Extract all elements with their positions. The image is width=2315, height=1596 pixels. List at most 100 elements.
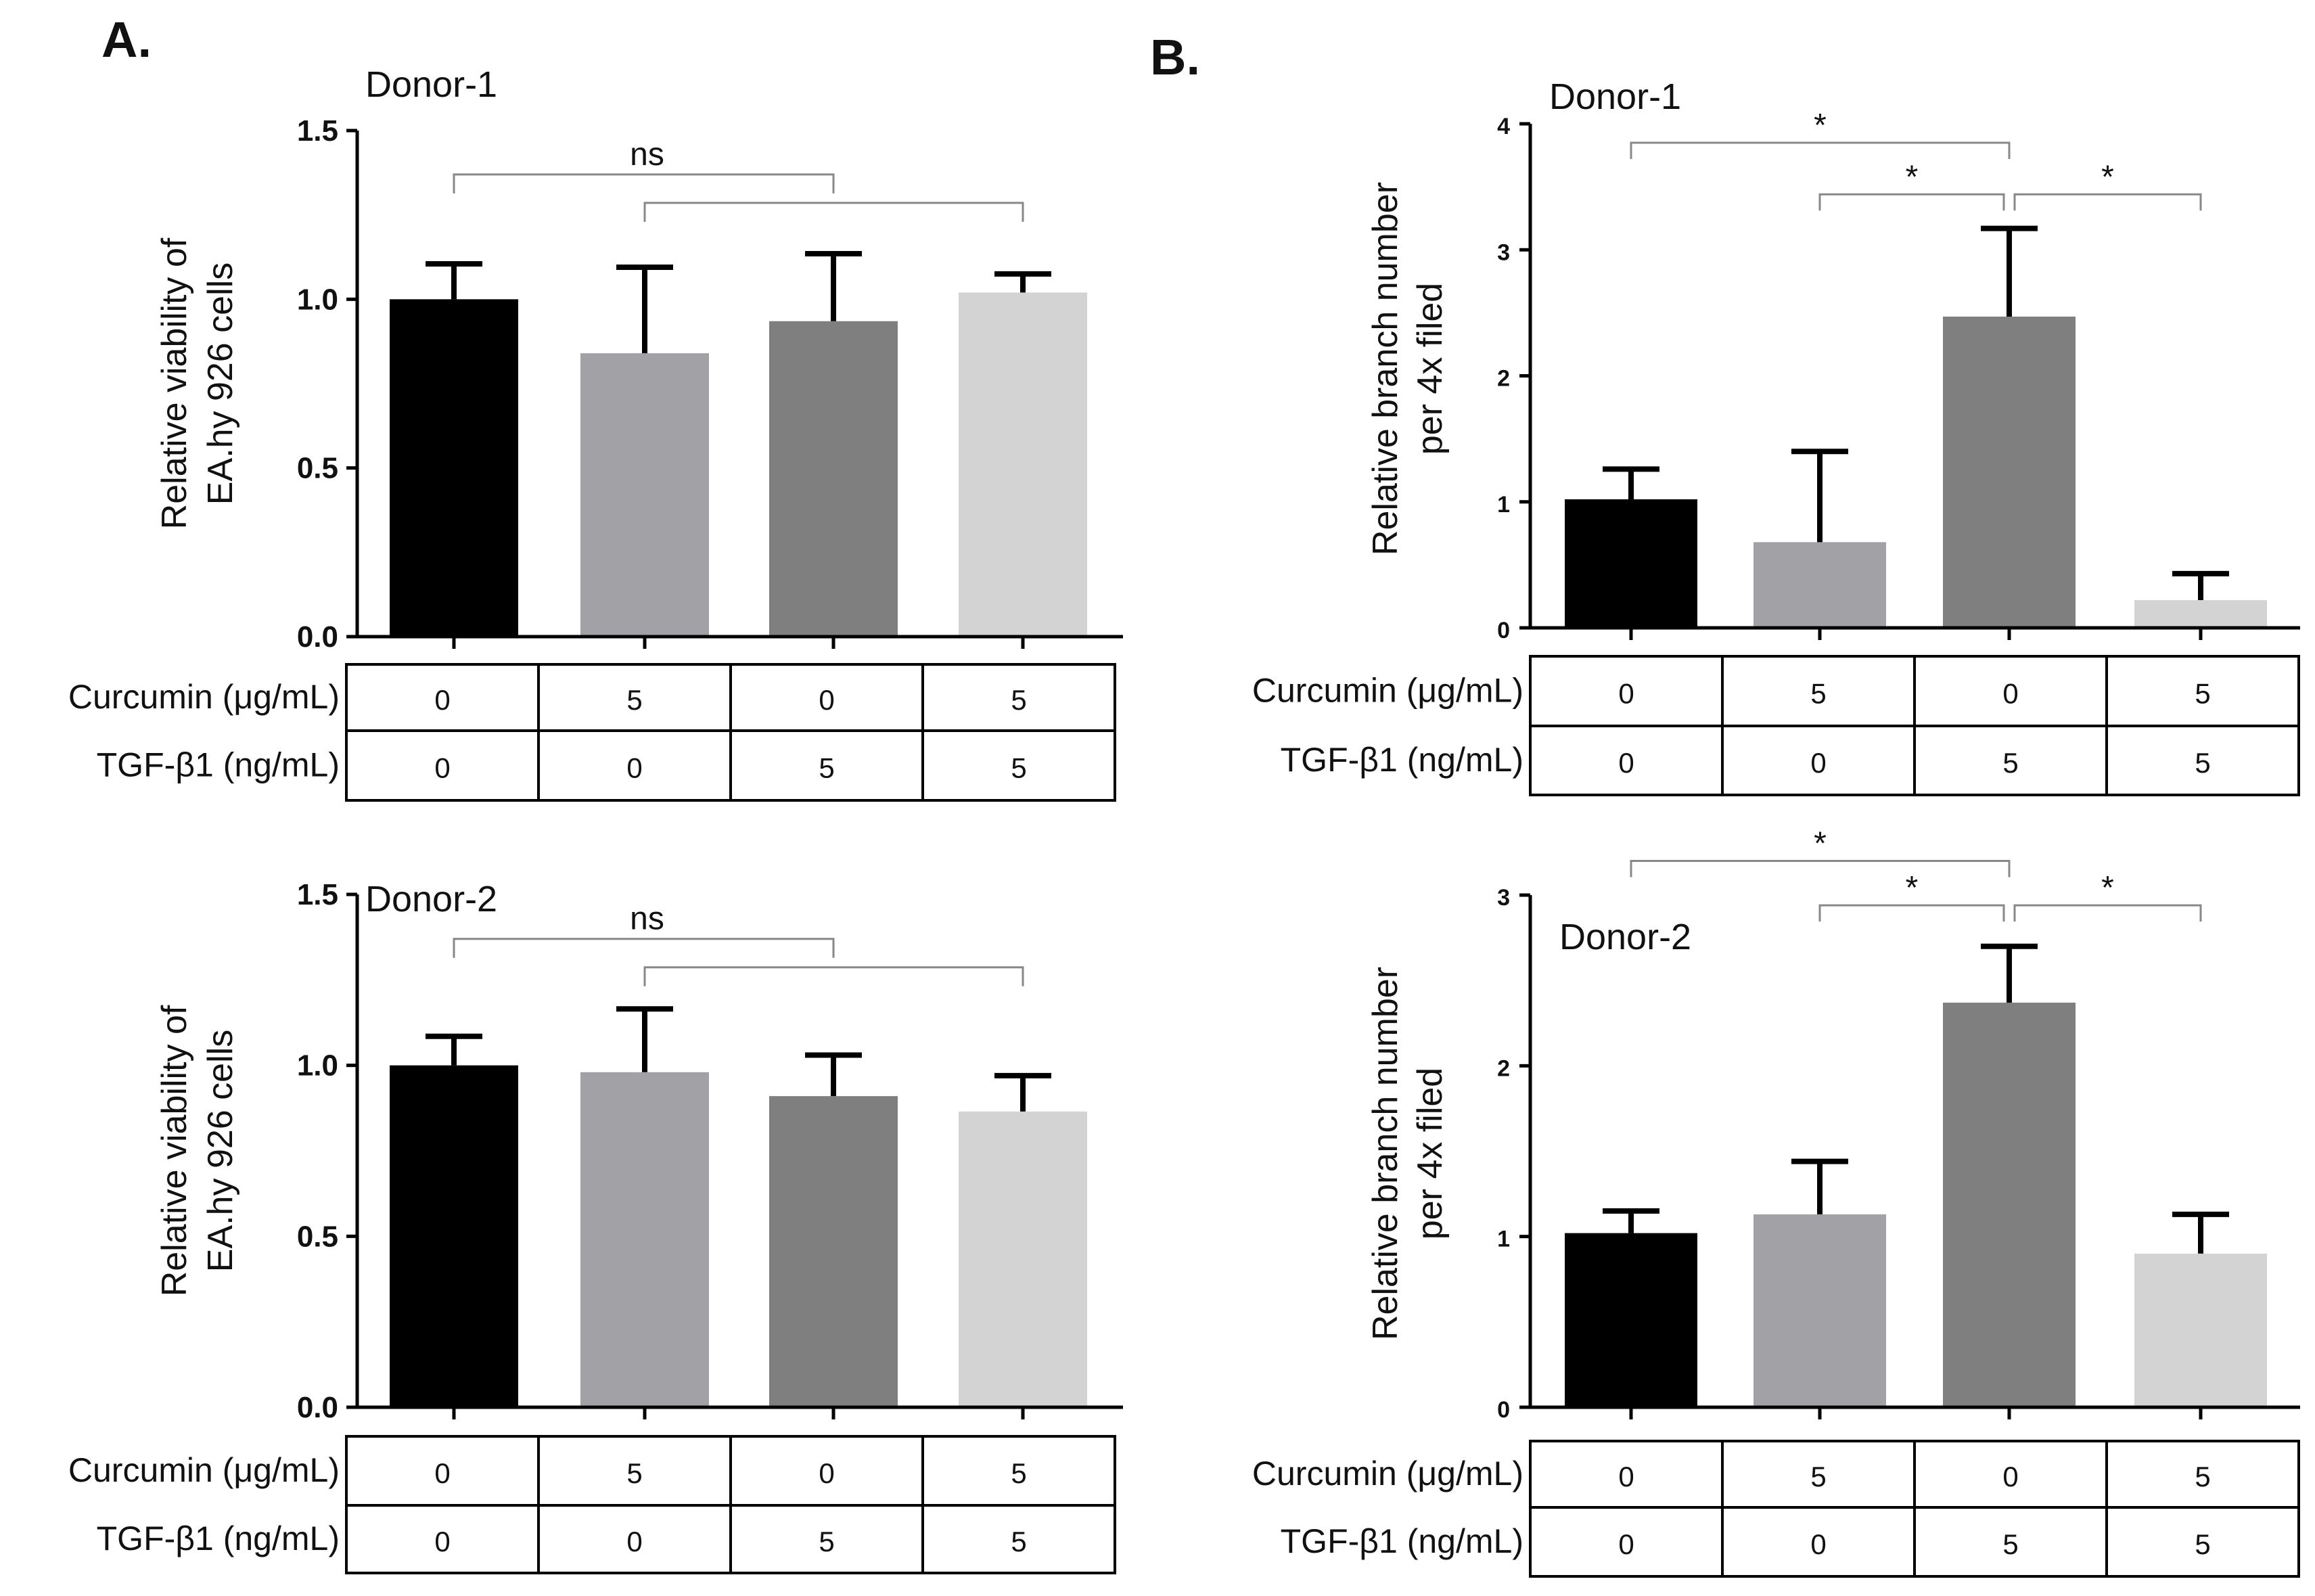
chart-title: Donor-1 bbox=[1549, 76, 1681, 117]
table-cell: 0 bbox=[1618, 1461, 1634, 1492]
table-cell: 0 bbox=[1618, 1528, 1634, 1560]
panel-a-label: A. bbox=[101, 12, 152, 68]
y-axis-label-line: per 4x filed bbox=[1411, 283, 1450, 455]
table-cell: 5 bbox=[2195, 747, 2210, 779]
table-cell: 5 bbox=[2195, 1528, 2210, 1560]
table-row-label: TGF-β1 (ng/mL) bbox=[97, 1520, 340, 1557]
significance-label: * bbox=[1814, 108, 1827, 143]
y-tick-label: 0.0 bbox=[297, 620, 338, 654]
bar bbox=[769, 1096, 898, 1407]
table-cell: 5 bbox=[819, 1526, 834, 1557]
chart-a1: Donor-1 Relative viability of EA.hy 926 ce… bbox=[68, 64, 1123, 802]
table-cell: 0 bbox=[626, 1526, 642, 1557]
bar bbox=[959, 292, 1087, 637]
table-cell: 0 bbox=[819, 684, 834, 716]
y-axis-label: Relative branch number per 4x filed bbox=[1366, 182, 1450, 555]
significance-label: ns bbox=[630, 137, 664, 173]
bar bbox=[1565, 1233, 1697, 1407]
y-tick-label: 3 bbox=[1497, 885, 1510, 911]
y-axis-label-line: per 4x filed bbox=[1411, 1068, 1450, 1239]
table-cell: 0 bbox=[1810, 747, 1826, 779]
significance-label: * bbox=[2101, 870, 2114, 906]
bar bbox=[1754, 542, 1886, 628]
table-row-label: Curcumin (μg/mL) bbox=[1252, 672, 1523, 710]
bar bbox=[1754, 1214, 1886, 1407]
table-cell: 0 bbox=[434, 752, 450, 784]
table-cell: 0 bbox=[434, 1526, 450, 1557]
y-axis-label: Relative viability of EA.hy 926 cells bbox=[155, 237, 240, 529]
significance-label: ns bbox=[630, 901, 664, 937]
y-tick-label: 1.0 bbox=[297, 1049, 338, 1082]
table-cell: 5 bbox=[626, 1457, 642, 1489]
table-cell: 5 bbox=[2195, 678, 2210, 710]
bar bbox=[1943, 1002, 2076, 1407]
significance-label: * bbox=[2101, 159, 2114, 195]
table-row-label: TGF-β1 (ng/mL) bbox=[1281, 741, 1523, 779]
y-axis-label-line: EA.hy 926 cells bbox=[201, 263, 240, 505]
table-cell: 5 bbox=[626, 684, 642, 716]
y-tick-label: 0 bbox=[1497, 618, 1510, 643]
y-axis-label-line: Relative viability of bbox=[155, 237, 194, 529]
table-cell: 0 bbox=[2002, 678, 2018, 710]
table-row-label: TGF-β1 (ng/mL) bbox=[97, 746, 340, 784]
panel-b-label: B. bbox=[1150, 29, 1200, 85]
significance-bracket bbox=[1630, 860, 2011, 877]
significance-bracket bbox=[643, 202, 1024, 222]
bar bbox=[390, 299, 518, 637]
bar bbox=[769, 321, 898, 637]
chart-a2: Donor-2 Relative viability of EA.hy 926 ce… bbox=[68, 878, 1123, 1574]
table-cell: 5 bbox=[1810, 1461, 1826, 1492]
table-cell: 5 bbox=[1011, 752, 1026, 784]
y-tick-label: 1 bbox=[1497, 492, 1510, 518]
bar bbox=[2134, 1253, 2267, 1407]
significance-label: * bbox=[1814, 826, 1827, 862]
table-row-label: Curcumin (μg/mL) bbox=[1252, 1455, 1523, 1492]
table-cell: 0 bbox=[1810, 1528, 1826, 1560]
bar bbox=[580, 353, 709, 637]
condition-table: Curcumin (μg/mL) 0 5 0 5 TGF-β1 (ng/mL) 0 0 5 5 bbox=[1252, 1440, 2300, 1578]
significance-bracket bbox=[2013, 193, 2202, 211]
table-cell: 0 bbox=[819, 1457, 834, 1489]
table-cell: 5 bbox=[2195, 1461, 2210, 1492]
y-tick-label: 3 bbox=[1497, 240, 1510, 265]
y-axis-label-line: EA.hy 926 cells bbox=[201, 1030, 240, 1272]
condition-table: Curcumin (μg/mL) 0 5 0 5 TGF-β1 (ng/mL) 0 0 5 5 bbox=[68, 1435, 1116, 1574]
y-tick-label: 2 bbox=[1497, 366, 1510, 392]
significance-bracket bbox=[2013, 904, 2202, 922]
bar bbox=[1565, 499, 1697, 628]
chart-title: Donor-1 bbox=[365, 64, 497, 105]
table-row-label: Curcumin (μg/mL) bbox=[68, 678, 340, 716]
y-axis-label-line: Relative branch number bbox=[1366, 967, 1405, 1340]
significance-bracket bbox=[1818, 904, 2005, 922]
table-cell: 0 bbox=[1618, 747, 1634, 779]
bar bbox=[390, 1065, 518, 1407]
significance-bracket bbox=[1818, 193, 2005, 211]
bar bbox=[580, 1072, 709, 1407]
significance-bracket bbox=[643, 966, 1024, 986]
table-cell: 5 bbox=[2002, 747, 2018, 779]
table-cell: 0 bbox=[434, 684, 450, 716]
chart-title: Donor-2 bbox=[1559, 917, 1691, 957]
y-tick-label: 2 bbox=[1497, 1055, 1510, 1081]
y-axis-label: Relative viability of EA.hy 926 cells bbox=[155, 1005, 240, 1296]
table-cell: 5 bbox=[2002, 1528, 2018, 1560]
condition-table: Curcumin (μg/mL) 0 5 0 5 TGF-β1 (ng/mL) 0 0 5 5 bbox=[1252, 655, 2300, 796]
y-tick-label: 1.5 bbox=[297, 114, 338, 147]
table-cell: 0 bbox=[2002, 1461, 2018, 1492]
table-cell: 0 bbox=[1618, 678, 1634, 710]
significance-bracket bbox=[453, 938, 835, 958]
chart-b1: Donor-1 Relative branch number per 4x file… bbox=[1252, 76, 2300, 796]
y-tick-label: 1 bbox=[1497, 1227, 1510, 1252]
y-axis-label-line: Relative viability of bbox=[155, 1005, 194, 1296]
y-tick-label: 0.5 bbox=[297, 1220, 338, 1253]
y-tick-label: 0.5 bbox=[297, 452, 338, 485]
y-axis-label-line: Relative branch number bbox=[1366, 182, 1405, 555]
table-cell: 0 bbox=[626, 752, 642, 784]
table-row-label: Curcumin (μg/mL) bbox=[68, 1451, 340, 1489]
y-axis-label: Relative branch number per 4x filed bbox=[1366, 967, 1450, 1340]
table-cell: 5 bbox=[1810, 678, 1826, 710]
y-tick-label: 1.0 bbox=[297, 283, 338, 316]
y-tick-label: 4 bbox=[1497, 114, 1510, 139]
bar bbox=[959, 1111, 1087, 1407]
